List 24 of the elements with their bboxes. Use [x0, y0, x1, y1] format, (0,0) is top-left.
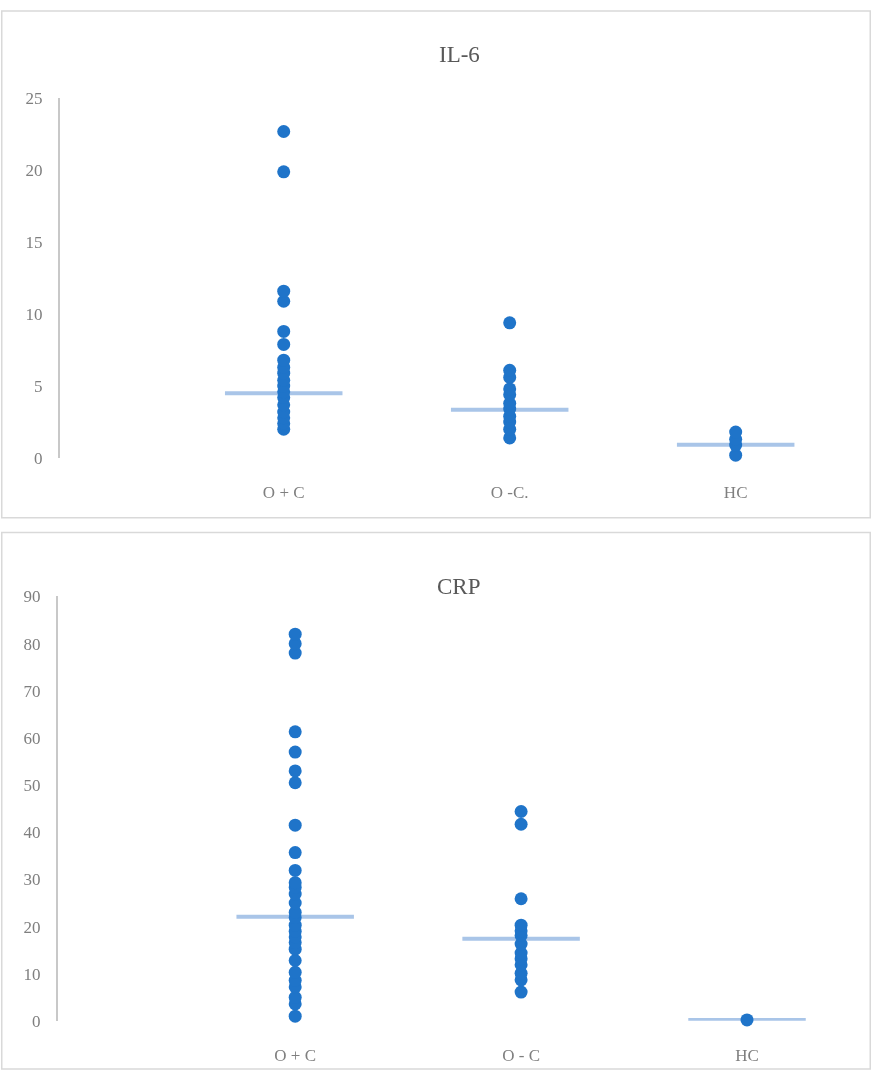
- y-tick-label: 60: [23, 728, 41, 748]
- x-tick-label: O + C: [274, 1045, 317, 1065]
- y-tick-label: 80: [23, 634, 41, 654]
- y-tick-label: 30: [23, 870, 41, 890]
- y-tick-label: 15: [25, 233, 43, 253]
- x-tick-label: O - C: [502, 1045, 540, 1065]
- y-tick-label: 0: [32, 1011, 41, 1031]
- y-tick-label: 10: [23, 964, 41, 984]
- y-tick-label: 5: [34, 377, 43, 397]
- y-tick-label: 70: [23, 681, 41, 701]
- x-tick-label: O + C: [262, 483, 305, 503]
- y-tick-label: 90: [23, 587, 41, 607]
- y-tick-label: 10: [25, 305, 43, 325]
- x-tick-label: O -C.: [490, 483, 529, 503]
- y-tick-label: 50: [23, 776, 41, 796]
- x-tick-label: HC: [723, 483, 748, 503]
- y-tick-label: 40: [23, 823, 41, 843]
- y-tick-label: 0: [34, 448, 43, 468]
- chart-title: CRP: [437, 574, 481, 599]
- y-tick-label: 20: [23, 917, 41, 937]
- y-tick-label: 20: [25, 161, 43, 181]
- x-tick-label: HC: [735, 1045, 759, 1065]
- chart-title: IL-6: [439, 42, 480, 67]
- y-tick-label: 25: [25, 89, 43, 109]
